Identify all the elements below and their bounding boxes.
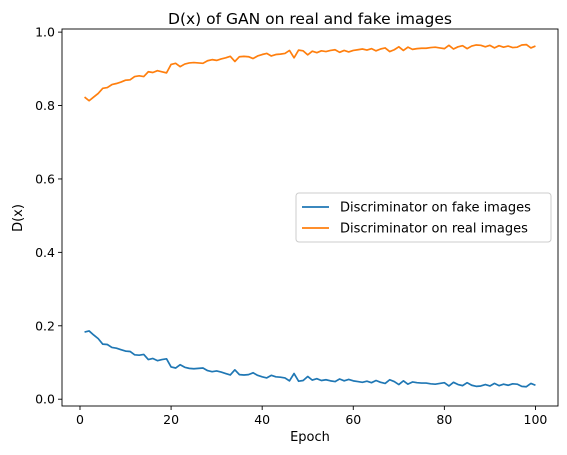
legend-label-0: Discriminator on fake images bbox=[340, 201, 531, 216]
legend-box bbox=[295, 192, 552, 243]
plot-lines bbox=[84, 43, 536, 388]
chart-title: D(x) of GAN on real and fake images bbox=[168, 10, 452, 28]
y-tick-label: 0.2 bbox=[35, 318, 55, 333]
y-axis: 0.0 0.2 0.4 0.6 0.8 1.0 bbox=[35, 25, 62, 407]
series-line-1 bbox=[84, 43, 536, 102]
x-axis-label: Epoch bbox=[290, 430, 330, 445]
y-tick-label: 0.8 bbox=[35, 98, 55, 113]
plot-frame bbox=[61, 28, 559, 407]
x-tick-label: 80 bbox=[436, 412, 452, 427]
legend: Discriminator on fake images Discriminato… bbox=[295, 192, 552, 243]
x-tick-label: 0 bbox=[76, 412, 84, 427]
legend-label-1: Discriminator on real images bbox=[340, 222, 528, 237]
x-axis: 0 20 40 60 80 100 bbox=[76, 406, 547, 427]
x-tick-label: 20 bbox=[163, 412, 179, 427]
x-tick-label: 60 bbox=[345, 412, 361, 427]
y-tick-label: 0.6 bbox=[35, 171, 55, 186]
y-axis-label: D(x) bbox=[11, 204, 26, 232]
series-line-0 bbox=[84, 330, 536, 388]
y-tick-label: 0.0 bbox=[35, 392, 55, 407]
x-tick-label: 100 bbox=[524, 412, 548, 427]
y-tick-label: 0.4 bbox=[35, 245, 55, 260]
y-tick-label: 1.0 bbox=[35, 25, 55, 40]
x-tick-label: 40 bbox=[254, 412, 270, 427]
